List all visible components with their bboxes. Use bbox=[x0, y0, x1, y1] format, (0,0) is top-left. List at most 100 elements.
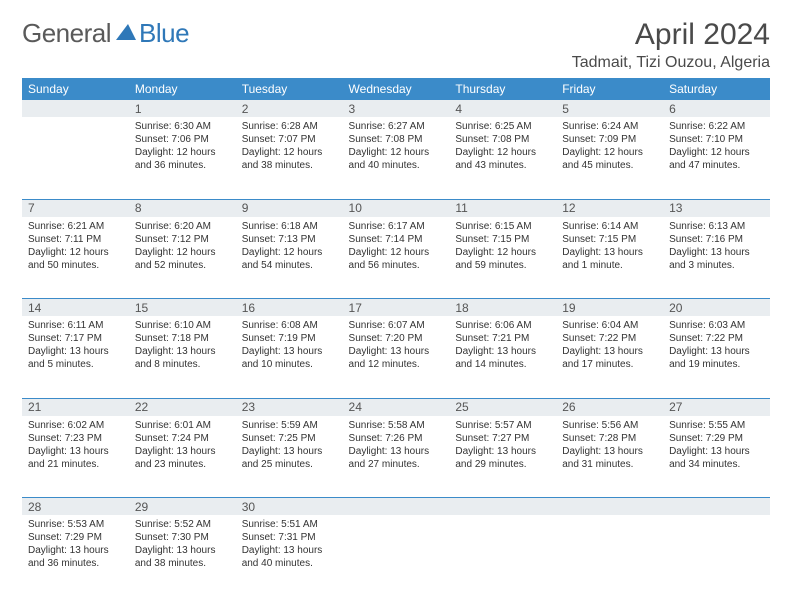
daylight-text: and 1 minute. bbox=[562, 259, 657, 272]
daylight-text: Daylight: 13 hours bbox=[562, 345, 657, 358]
day-cell: Sunrise: 6:02 AMSunset: 7:23 PMDaylight:… bbox=[22, 416, 129, 498]
dateline-cell: 15 bbox=[129, 299, 236, 316]
day-cell: Sunrise: 5:52 AMSunset: 7:30 PMDaylight:… bbox=[129, 515, 236, 597]
day-cell: Sunrise: 5:58 AMSunset: 7:26 PMDaylight:… bbox=[343, 416, 450, 498]
daylight-text: and 17 minutes. bbox=[562, 358, 657, 371]
daylight-text: Daylight: 13 hours bbox=[28, 345, 123, 358]
week-row: Sunrise: 6:21 AMSunset: 7:11 PMDaylight:… bbox=[22, 217, 770, 299]
daylight-text: and 50 minutes. bbox=[28, 259, 123, 272]
dateline-cell: 12 bbox=[556, 200, 663, 217]
daylight-text: and 36 minutes. bbox=[28, 557, 123, 570]
daylight-text: and 29 minutes. bbox=[455, 458, 550, 471]
day-cell: Sunrise: 5:51 AMSunset: 7:31 PMDaylight:… bbox=[236, 515, 343, 597]
sunrise-text: Sunrise: 5:58 AM bbox=[349, 419, 444, 432]
sunrise-text: Sunrise: 5:56 AM bbox=[562, 419, 657, 432]
daylight-text: Daylight: 13 hours bbox=[135, 345, 230, 358]
daylight-text: Daylight: 13 hours bbox=[455, 345, 550, 358]
sunrise-text: Sunrise: 6:08 AM bbox=[242, 319, 337, 332]
sunset-text: Sunset: 7:08 PM bbox=[349, 133, 444, 146]
sunrise-text: Sunrise: 6:18 AM bbox=[242, 220, 337, 233]
sunrise-text: Sunrise: 6:04 AM bbox=[562, 319, 657, 332]
daylight-text: and 3 minutes. bbox=[669, 259, 764, 272]
sunrise-text: Sunrise: 6:24 AM bbox=[562, 120, 657, 133]
weekday-header-row: Sunday Monday Tuesday Wednesday Thursday… bbox=[22, 78, 770, 100]
dateline-cell: 17 bbox=[343, 299, 450, 316]
sunrise-text: Sunrise: 6:03 AM bbox=[669, 319, 764, 332]
day-cell: Sunrise: 6:06 AMSunset: 7:21 PMDaylight:… bbox=[449, 316, 556, 398]
dateline-cell: 11 bbox=[449, 200, 556, 217]
day-number: 4 bbox=[449, 101, 556, 116]
dateline-cell bbox=[449, 498, 556, 515]
sunrise-text: Sunrise: 6:17 AM bbox=[349, 220, 444, 233]
sunrise-text: Sunrise: 6:30 AM bbox=[135, 120, 230, 133]
dateline-cell: 8 bbox=[129, 200, 236, 217]
day-number: 15 bbox=[129, 300, 236, 315]
day-number: 2 bbox=[236, 101, 343, 116]
day-number: 10 bbox=[343, 200, 450, 215]
header: General Blue April 2024 Tadmait, Tizi Ou… bbox=[22, 18, 770, 72]
day-cell: Sunrise: 5:57 AMSunset: 7:27 PMDaylight:… bbox=[449, 416, 556, 498]
logo-text-2: Blue bbox=[139, 18, 189, 49]
daylight-text: Daylight: 13 hours bbox=[669, 246, 764, 259]
daylight-text: Daylight: 12 hours bbox=[349, 246, 444, 259]
dateline-cell: 7 bbox=[22, 200, 129, 217]
daylight-text: and 31 minutes. bbox=[562, 458, 657, 471]
daylight-text: and 14 minutes. bbox=[455, 358, 550, 371]
daylight-text: and 27 minutes. bbox=[349, 458, 444, 471]
day-number: 9 bbox=[236, 200, 343, 215]
location: Tadmait, Tizi Ouzou, Algeria bbox=[572, 54, 770, 72]
weekday-header: Tuesday bbox=[236, 78, 343, 100]
sunset-text: Sunset: 7:27 PM bbox=[455, 432, 550, 445]
day-cell bbox=[556, 515, 663, 597]
sunset-text: Sunset: 7:07 PM bbox=[242, 133, 337, 146]
day-cell: Sunrise: 6:18 AMSunset: 7:13 PMDaylight:… bbox=[236, 217, 343, 299]
sunset-text: Sunset: 7:14 PM bbox=[349, 233, 444, 246]
sunrise-text: Sunrise: 6:14 AM bbox=[562, 220, 657, 233]
dateline-cell: 28 bbox=[22, 498, 129, 515]
dateline-cell: 20 bbox=[663, 299, 770, 316]
sunset-text: Sunset: 7:20 PM bbox=[349, 332, 444, 345]
sunrise-text: Sunrise: 5:53 AM bbox=[28, 518, 123, 531]
daylight-text: Daylight: 13 hours bbox=[669, 445, 764, 458]
day-cell: Sunrise: 6:04 AMSunset: 7:22 PMDaylight:… bbox=[556, 316, 663, 398]
day-cell: Sunrise: 6:21 AMSunset: 7:11 PMDaylight:… bbox=[22, 217, 129, 299]
daylight-text: and 10 minutes. bbox=[242, 358, 337, 371]
daylight-text: and 56 minutes. bbox=[349, 259, 444, 272]
dateline-cell: 26 bbox=[556, 399, 663, 416]
sunset-text: Sunset: 7:13 PM bbox=[242, 233, 337, 246]
sunrise-text: Sunrise: 6:28 AM bbox=[242, 120, 337, 133]
sunrise-text: Sunrise: 5:51 AM bbox=[242, 518, 337, 531]
daylight-text: and 23 minutes. bbox=[135, 458, 230, 471]
sunset-text: Sunset: 7:29 PM bbox=[28, 531, 123, 544]
day-number: 1 bbox=[129, 101, 236, 116]
daylight-text: Daylight: 12 hours bbox=[135, 246, 230, 259]
day-number: 6 bbox=[663, 101, 770, 116]
day-number: 7 bbox=[22, 200, 129, 215]
dateline-cell: 21 bbox=[22, 399, 129, 416]
day-number: 3 bbox=[343, 101, 450, 116]
daylight-text: Daylight: 13 hours bbox=[349, 445, 444, 458]
day-cell: Sunrise: 6:07 AMSunset: 7:20 PMDaylight:… bbox=[343, 316, 450, 398]
day-number: 29 bbox=[129, 499, 236, 514]
sunset-text: Sunset: 7:17 PM bbox=[28, 332, 123, 345]
dateline-cell: 24 bbox=[343, 399, 450, 416]
dateline-cell: 9 bbox=[236, 200, 343, 217]
daylight-text: and 34 minutes. bbox=[669, 458, 764, 471]
dateline-cell: 25 bbox=[449, 399, 556, 416]
daylight-text: Daylight: 13 hours bbox=[28, 544, 123, 557]
dateline-cell: 10 bbox=[343, 200, 450, 217]
dateline-cell: 18 bbox=[449, 299, 556, 316]
daylight-text: Daylight: 13 hours bbox=[349, 345, 444, 358]
daylight-text: and 8 minutes. bbox=[135, 358, 230, 371]
dateline-cell: 3 bbox=[343, 100, 450, 117]
dateline-cell: 2 bbox=[236, 100, 343, 117]
dateline-cell: 16 bbox=[236, 299, 343, 316]
sunrise-text: Sunrise: 6:11 AM bbox=[28, 319, 123, 332]
sunset-text: Sunset: 7:08 PM bbox=[455, 133, 550, 146]
day-number: 14 bbox=[22, 300, 129, 315]
sunset-text: Sunset: 7:10 PM bbox=[669, 133, 764, 146]
logo: General Blue bbox=[22, 18, 189, 49]
sunset-text: Sunset: 7:25 PM bbox=[242, 432, 337, 445]
daylight-text: and 40 minutes. bbox=[242, 557, 337, 570]
sunset-text: Sunset: 7:23 PM bbox=[28, 432, 123, 445]
